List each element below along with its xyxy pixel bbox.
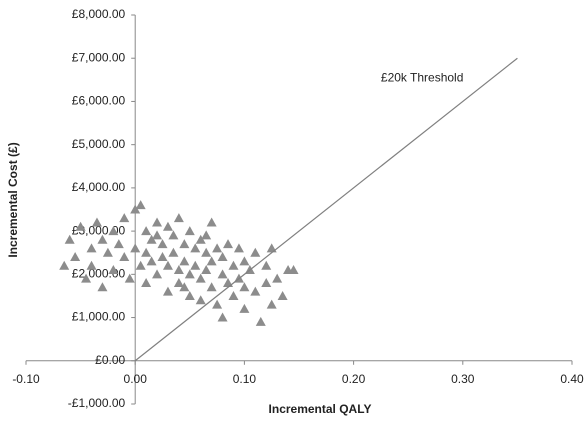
point: [152, 217, 163, 227]
point: [168, 230, 179, 240]
point: [288, 265, 299, 275]
y-tick-label: £7,000.00: [72, 50, 126, 64]
point: [228, 290, 239, 300]
point: [179, 239, 190, 249]
point: [217, 269, 228, 279]
point: [184, 226, 195, 236]
point: [217, 312, 228, 322]
point: [135, 260, 146, 270]
point: [119, 213, 130, 223]
point: [102, 247, 113, 257]
y-tick-label: £6,000.00: [72, 94, 126, 108]
point: [206, 282, 217, 292]
point: [206, 256, 217, 266]
line-label: £20k Threshold: [381, 70, 464, 84]
point: [272, 273, 283, 283]
point: [255, 316, 266, 326]
point: [217, 252, 228, 262]
point: [124, 273, 135, 283]
point: [59, 260, 70, 270]
point: [184, 290, 195, 300]
y-tick-label: £4,000.00: [72, 180, 126, 194]
y-axis-title: Incremental Cost (£): [6, 142, 20, 257]
point: [162, 260, 173, 270]
point: [81, 273, 92, 283]
point: [277, 290, 288, 300]
point: [195, 234, 206, 244]
point: [152, 230, 163, 240]
point: [179, 282, 190, 292]
point: [130, 243, 141, 253]
x-tick-label: 0.30: [451, 372, 475, 386]
point: [261, 260, 272, 270]
y-tick-label: £8,000.00: [72, 7, 126, 21]
point: [201, 265, 212, 275]
point: [157, 252, 168, 262]
point: [201, 247, 212, 257]
point: [173, 265, 184, 275]
x-tick-label: 0.10: [233, 372, 257, 386]
point: [113, 239, 124, 249]
point: [157, 239, 168, 249]
point: [212, 243, 223, 253]
point: [266, 243, 277, 253]
point: [239, 256, 250, 266]
point: [162, 286, 173, 296]
point: [261, 277, 272, 287]
point: [266, 299, 277, 309]
point: [108, 226, 119, 236]
y-tick-label: £5,000.00: [72, 137, 126, 151]
point: [195, 273, 206, 283]
point: [146, 256, 157, 266]
point: [223, 239, 234, 249]
point: [233, 243, 244, 253]
point: [64, 234, 75, 244]
point: [212, 299, 223, 309]
point: [130, 204, 141, 214]
point: [119, 252, 130, 262]
point: [190, 260, 201, 270]
point: [86, 260, 97, 270]
point: [239, 303, 250, 313]
y-tick-label: £1,000.00: [72, 310, 126, 324]
x-tick-label: 0.00: [124, 372, 148, 386]
point: [86, 243, 97, 253]
y-tick-label: £0.00: [95, 353, 125, 367]
point: [168, 247, 179, 257]
point: [141, 247, 152, 257]
point: [250, 247, 261, 257]
point: [108, 265, 119, 275]
point: [223, 277, 234, 287]
point: [146, 234, 157, 244]
point: [184, 269, 195, 279]
point: [201, 230, 212, 240]
point: [152, 269, 163, 279]
point: [91, 217, 102, 227]
point: [97, 234, 108, 244]
point: [195, 295, 206, 305]
x-axis-title: Incremental QALY: [269, 402, 372, 416]
point: [239, 282, 250, 292]
point: [141, 277, 152, 287]
point: [173, 213, 184, 223]
point: [228, 260, 239, 270]
point: [190, 243, 201, 253]
point: [162, 221, 173, 231]
point: [135, 200, 146, 210]
point: [141, 226, 152, 236]
x-tick-label: -0.10: [12, 372, 40, 386]
threshold-line: [134, 57, 518, 362]
point: [97, 282, 108, 292]
point: [70, 252, 81, 262]
point: [206, 217, 217, 227]
point: [75, 221, 86, 231]
point: [179, 256, 190, 266]
x-tick-label: 0.40: [560, 372, 584, 386]
point: [250, 286, 261, 296]
y-tick-label: -£1,000.00: [68, 396, 126, 410]
x-tick-label: 0.20: [342, 372, 366, 386]
point: [173, 277, 184, 287]
